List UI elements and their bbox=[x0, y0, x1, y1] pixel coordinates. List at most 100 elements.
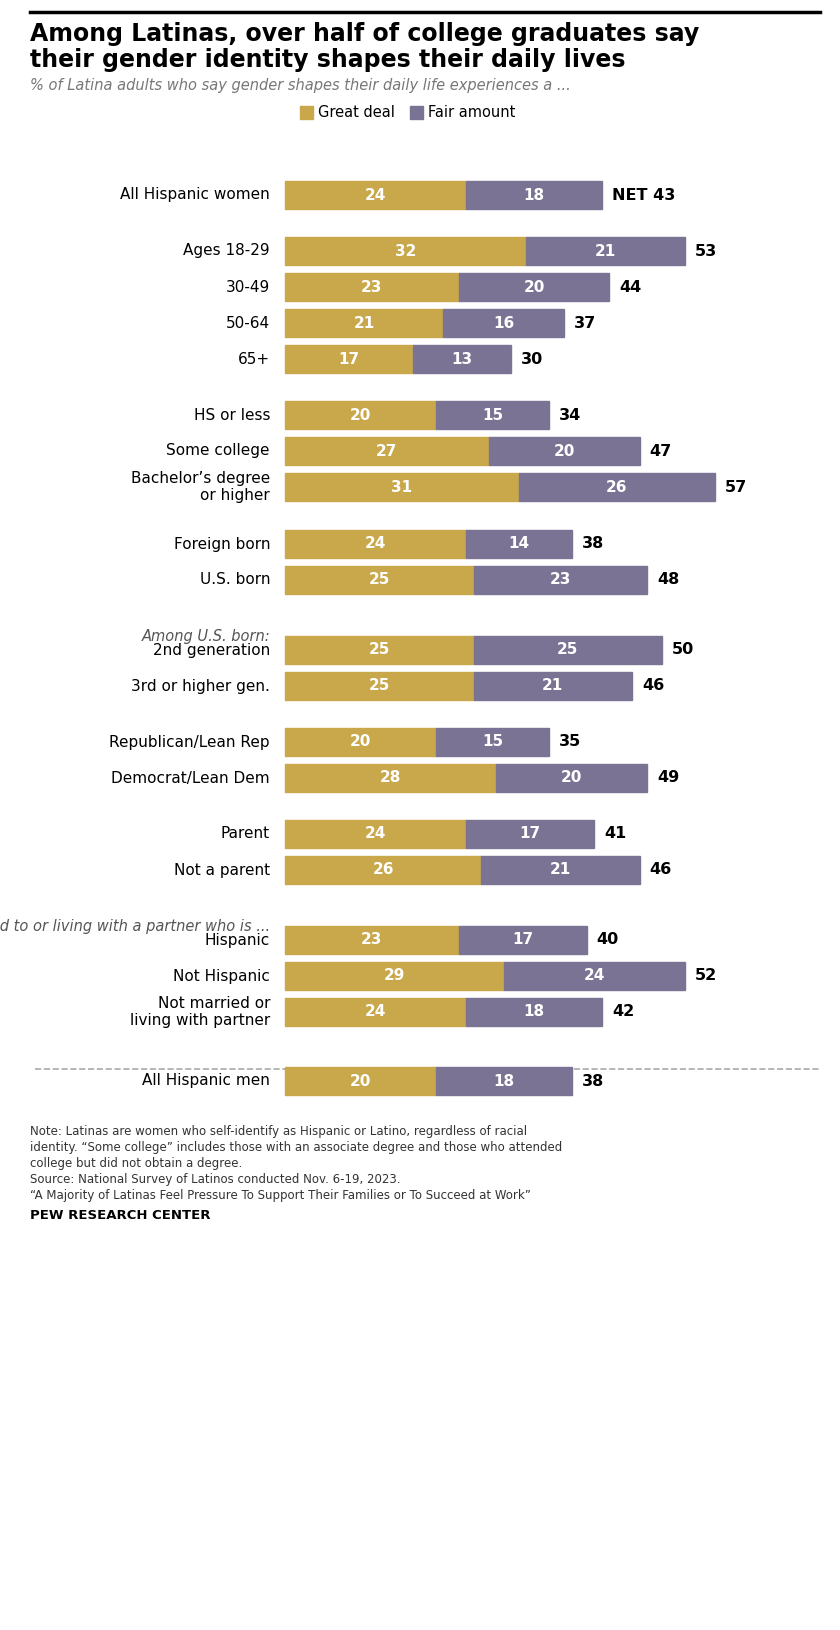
Text: Great deal: Great deal bbox=[318, 104, 395, 121]
Text: college but did not obtain a degree.: college but did not obtain a degree. bbox=[30, 1157, 242, 1170]
Text: 40: 40 bbox=[596, 932, 619, 947]
Text: 17: 17 bbox=[512, 932, 533, 947]
Bar bbox=[519, 473, 715, 500]
Bar bbox=[436, 401, 549, 429]
Text: 3rd or higher gen.: 3rd or higher gen. bbox=[131, 678, 270, 693]
Text: 30: 30 bbox=[522, 352, 543, 367]
Bar bbox=[413, 346, 512, 373]
Text: 65+: 65+ bbox=[238, 352, 270, 367]
Bar bbox=[410, 106, 423, 119]
Text: their gender identity shapes their daily lives: their gender identity shapes their daily… bbox=[30, 47, 626, 72]
Text: 30-49: 30-49 bbox=[226, 279, 270, 295]
Text: Note: Latinas are women who self-identify as Hispanic or Latino, regardless of r: Note: Latinas are women who self-identif… bbox=[30, 1125, 528, 1138]
Text: 23: 23 bbox=[549, 572, 571, 587]
Text: Ages 18-29: Ages 18-29 bbox=[183, 243, 270, 259]
Text: “A Majority of Latinas Feel Pressure To Support Their Families or To Succeed at : “A Majority of Latinas Feel Pressure To … bbox=[30, 1188, 531, 1201]
Text: 18: 18 bbox=[493, 1074, 514, 1089]
Text: 42: 42 bbox=[612, 1004, 634, 1019]
Text: Not a parent: Not a parent bbox=[174, 862, 270, 877]
Text: 37: 37 bbox=[574, 316, 596, 331]
Bar bbox=[285, 926, 459, 954]
Bar bbox=[285, 636, 474, 663]
Bar bbox=[285, 346, 413, 373]
Bar bbox=[285, 962, 504, 989]
Bar bbox=[285, 437, 489, 465]
Text: 25: 25 bbox=[369, 572, 390, 587]
Text: 23: 23 bbox=[361, 279, 382, 295]
Text: 24: 24 bbox=[365, 187, 386, 202]
Text: 16: 16 bbox=[493, 316, 514, 331]
Bar bbox=[489, 437, 639, 465]
Text: 13: 13 bbox=[452, 352, 473, 367]
Bar bbox=[285, 998, 466, 1025]
Text: 34: 34 bbox=[559, 408, 581, 422]
Bar bbox=[474, 672, 632, 699]
Bar bbox=[459, 926, 587, 954]
Text: 57: 57 bbox=[725, 479, 748, 494]
Text: 17: 17 bbox=[520, 826, 541, 841]
Text: 27: 27 bbox=[376, 443, 397, 458]
Bar bbox=[285, 310, 444, 337]
Text: 2nd generation: 2nd generation bbox=[153, 642, 270, 657]
Text: 24: 24 bbox=[365, 826, 386, 841]
Text: 28: 28 bbox=[380, 771, 402, 786]
Text: 24: 24 bbox=[584, 968, 605, 983]
Bar bbox=[300, 106, 313, 119]
Text: 31: 31 bbox=[391, 479, 412, 494]
Text: 49: 49 bbox=[657, 771, 680, 786]
Text: 26: 26 bbox=[606, 479, 627, 494]
Text: 46: 46 bbox=[642, 678, 664, 693]
Text: All Hispanic men: All Hispanic men bbox=[142, 1074, 270, 1089]
Text: 17: 17 bbox=[339, 352, 360, 367]
Bar bbox=[459, 272, 609, 302]
Bar bbox=[527, 236, 685, 266]
Text: 15: 15 bbox=[482, 735, 503, 750]
Bar bbox=[466, 820, 594, 848]
Text: 48: 48 bbox=[657, 572, 680, 587]
Bar bbox=[466, 998, 601, 1025]
Text: Foreign born: Foreign born bbox=[174, 536, 270, 551]
Text: Not married or
living with partner: Not married or living with partner bbox=[129, 996, 270, 1029]
Bar bbox=[481, 856, 639, 883]
Bar bbox=[285, 530, 466, 557]
Bar bbox=[466, 530, 572, 557]
Text: identity. “Some college” includes those with an associate degree and those who a: identity. “Some college” includes those … bbox=[30, 1141, 562, 1154]
Text: 20: 20 bbox=[523, 279, 544, 295]
Bar bbox=[285, 729, 436, 756]
Bar bbox=[474, 636, 662, 663]
Text: 21: 21 bbox=[549, 862, 571, 877]
Text: 18: 18 bbox=[523, 1004, 544, 1019]
Bar bbox=[285, 566, 474, 593]
Bar bbox=[504, 962, 685, 989]
Text: Republican/Lean Rep: Republican/Lean Rep bbox=[109, 735, 270, 750]
Text: 46: 46 bbox=[649, 862, 672, 877]
Text: % of Latina adults who say gender shapes their daily life experiences a ...: % of Latina adults who say gender shapes… bbox=[30, 78, 570, 93]
Text: 24: 24 bbox=[365, 1004, 386, 1019]
Text: 41: 41 bbox=[604, 826, 627, 841]
Text: Not Hispanic: Not Hispanic bbox=[173, 968, 270, 983]
Text: 20: 20 bbox=[561, 771, 582, 786]
Text: 15: 15 bbox=[482, 408, 503, 422]
Text: 20: 20 bbox=[554, 443, 575, 458]
Bar bbox=[285, 181, 466, 209]
Text: Some college: Some college bbox=[166, 443, 270, 458]
Text: Parent: Parent bbox=[221, 826, 270, 841]
Text: 18: 18 bbox=[523, 187, 544, 202]
Text: U.S. born: U.S. born bbox=[200, 572, 270, 587]
Bar bbox=[285, 401, 436, 429]
Bar bbox=[285, 820, 466, 848]
Text: 29: 29 bbox=[384, 968, 405, 983]
Bar bbox=[436, 1068, 572, 1095]
Text: 32: 32 bbox=[395, 243, 417, 259]
Bar bbox=[285, 672, 474, 699]
Text: NET 43: NET 43 bbox=[612, 187, 675, 202]
Text: 50: 50 bbox=[672, 642, 695, 657]
Text: 14: 14 bbox=[508, 536, 529, 551]
Text: 20: 20 bbox=[349, 1074, 371, 1089]
Bar bbox=[474, 566, 647, 593]
Bar bbox=[285, 272, 459, 302]
Text: HS or less: HS or less bbox=[193, 408, 270, 422]
Text: 38: 38 bbox=[581, 1074, 604, 1089]
Text: PEW RESEARCH CENTER: PEW RESEARCH CENTER bbox=[30, 1209, 211, 1222]
Text: Source: National Survey of Latinos conducted Nov. 6-19, 2023.: Source: National Survey of Latinos condu… bbox=[30, 1174, 401, 1187]
